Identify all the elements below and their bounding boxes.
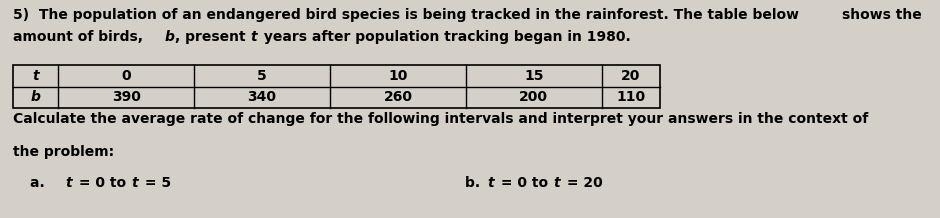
Text: , present: , present <box>175 30 250 44</box>
Text: = 0 to: = 0 to <box>74 176 131 190</box>
Text: 390: 390 <box>112 90 141 104</box>
Text: 340: 340 <box>247 90 276 104</box>
Text: a.: a. <box>30 176 59 190</box>
Text: Calculate the average rate of change for the following intervals and interpret y: Calculate the average rate of change for… <box>13 112 869 126</box>
Text: t: t <box>553 176 559 190</box>
Bar <box>13 65 660 108</box>
Text: t: t <box>32 69 39 83</box>
Text: 15: 15 <box>525 69 543 83</box>
Text: t: t <box>131 176 137 190</box>
Text: = 0 to: = 0 to <box>496 176 553 190</box>
Text: b: b <box>165 30 175 44</box>
Text: 110: 110 <box>617 90 646 104</box>
Text: 20: 20 <box>621 69 640 83</box>
Text: years after population tracking began in 1980.: years after population tracking began in… <box>259 30 631 44</box>
Text: 5)  The population of an endangered bird species is being tracked in the rainfor: 5) The population of an endangered bird … <box>13 8 799 22</box>
Text: 10: 10 <box>388 69 408 83</box>
Text: 260: 260 <box>384 90 413 104</box>
Text: the problem:: the problem: <box>13 145 114 159</box>
Text: = 5: = 5 <box>140 176 171 190</box>
Text: shows the: shows the <box>842 8 922 22</box>
Text: 5: 5 <box>258 69 267 83</box>
Text: t: t <box>487 176 494 190</box>
Text: = 20: = 20 <box>562 176 603 190</box>
Text: 200: 200 <box>519 90 548 104</box>
Text: amount of birds,: amount of birds, <box>13 30 148 44</box>
Text: b.: b. <box>465 176 485 190</box>
Text: 0: 0 <box>121 69 131 83</box>
Text: t: t <box>65 176 71 190</box>
Text: b: b <box>31 90 40 104</box>
Text: t: t <box>250 30 257 44</box>
